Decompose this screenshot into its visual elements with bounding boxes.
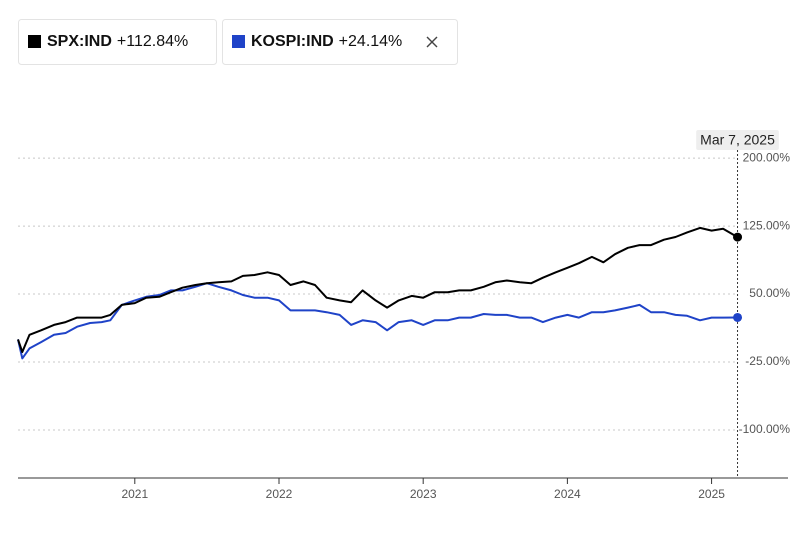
x-tick-label: 2025 [698,487,725,501]
annotation-bg [696,130,779,150]
x-tick-label: 2024 [554,487,581,501]
end-point [733,232,743,242]
x-tick-label: 2022 [266,487,293,501]
annotation-label: Mar 7, 2025 [700,132,775,148]
x-tick-label: 2023 [410,487,437,501]
legend-box[interactable] [222,19,458,65]
y-tick-label: 125.00% [743,218,791,232]
close-icon[interactable] [426,36,438,48]
legend-name: SPX:IND [47,33,112,50]
series-line [17,226,738,353]
y-tick-label: 200.00% [743,150,791,164]
end-point [733,312,743,322]
legend-swatch [28,35,41,48]
legend-change: +112.84% [117,33,188,50]
legend-name: KOSPI:IND [251,33,334,50]
y-tick-label: -100.00% [739,422,791,436]
legend-change: +24.14% [339,33,403,50]
legend-swatch [232,35,245,48]
y-tick-label: 50.00% [749,286,790,300]
y-tick-label: -25.00% [745,354,790,368]
legend-box[interactable] [18,19,217,65]
x-tick-label: 2021 [121,487,148,501]
